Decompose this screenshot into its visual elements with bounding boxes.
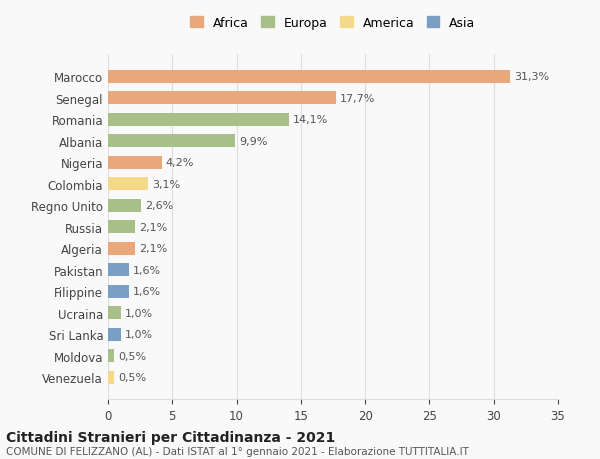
Bar [108, 263, 128, 276]
Bar [108, 92, 335, 105]
Bar [108, 307, 121, 319]
Text: Cittadini Stranieri per Cittadinanza - 2021: Cittadini Stranieri per Cittadinanza - 2… [6, 430, 335, 444]
Text: 3,1%: 3,1% [152, 179, 180, 189]
Text: 1,0%: 1,0% [125, 330, 153, 339]
Text: 9,9%: 9,9% [239, 136, 268, 146]
Text: 2,1%: 2,1% [139, 244, 167, 254]
Text: 0,5%: 0,5% [118, 372, 146, 382]
Text: 1,6%: 1,6% [133, 265, 161, 275]
Text: 2,1%: 2,1% [139, 222, 167, 232]
Bar [108, 221, 135, 234]
Text: 1,0%: 1,0% [125, 308, 153, 318]
Bar [108, 349, 115, 362]
Text: 14,1%: 14,1% [293, 115, 328, 125]
Text: COMUNE DI FELIZZANO (AL) - Dati ISTAT al 1° gennaio 2021 - Elaborazione TUTTITAL: COMUNE DI FELIZZANO (AL) - Dati ISTAT al… [6, 447, 469, 456]
Text: 17,7%: 17,7% [340, 94, 375, 104]
Text: 4,2%: 4,2% [166, 158, 194, 168]
Text: 31,3%: 31,3% [514, 72, 550, 82]
Bar [108, 328, 121, 341]
Bar [108, 135, 235, 148]
Bar [108, 157, 162, 169]
Text: 0,5%: 0,5% [118, 351, 146, 361]
Legend: Africa, Europa, America, Asia: Africa, Europa, America, Asia [190, 17, 476, 29]
Bar [108, 199, 142, 212]
Bar [108, 113, 289, 127]
Bar [108, 285, 128, 298]
Bar [108, 71, 511, 84]
Text: 1,6%: 1,6% [133, 286, 161, 297]
Text: 2,6%: 2,6% [145, 201, 173, 211]
Bar [108, 242, 135, 255]
Bar [108, 178, 148, 191]
Bar [108, 371, 115, 384]
